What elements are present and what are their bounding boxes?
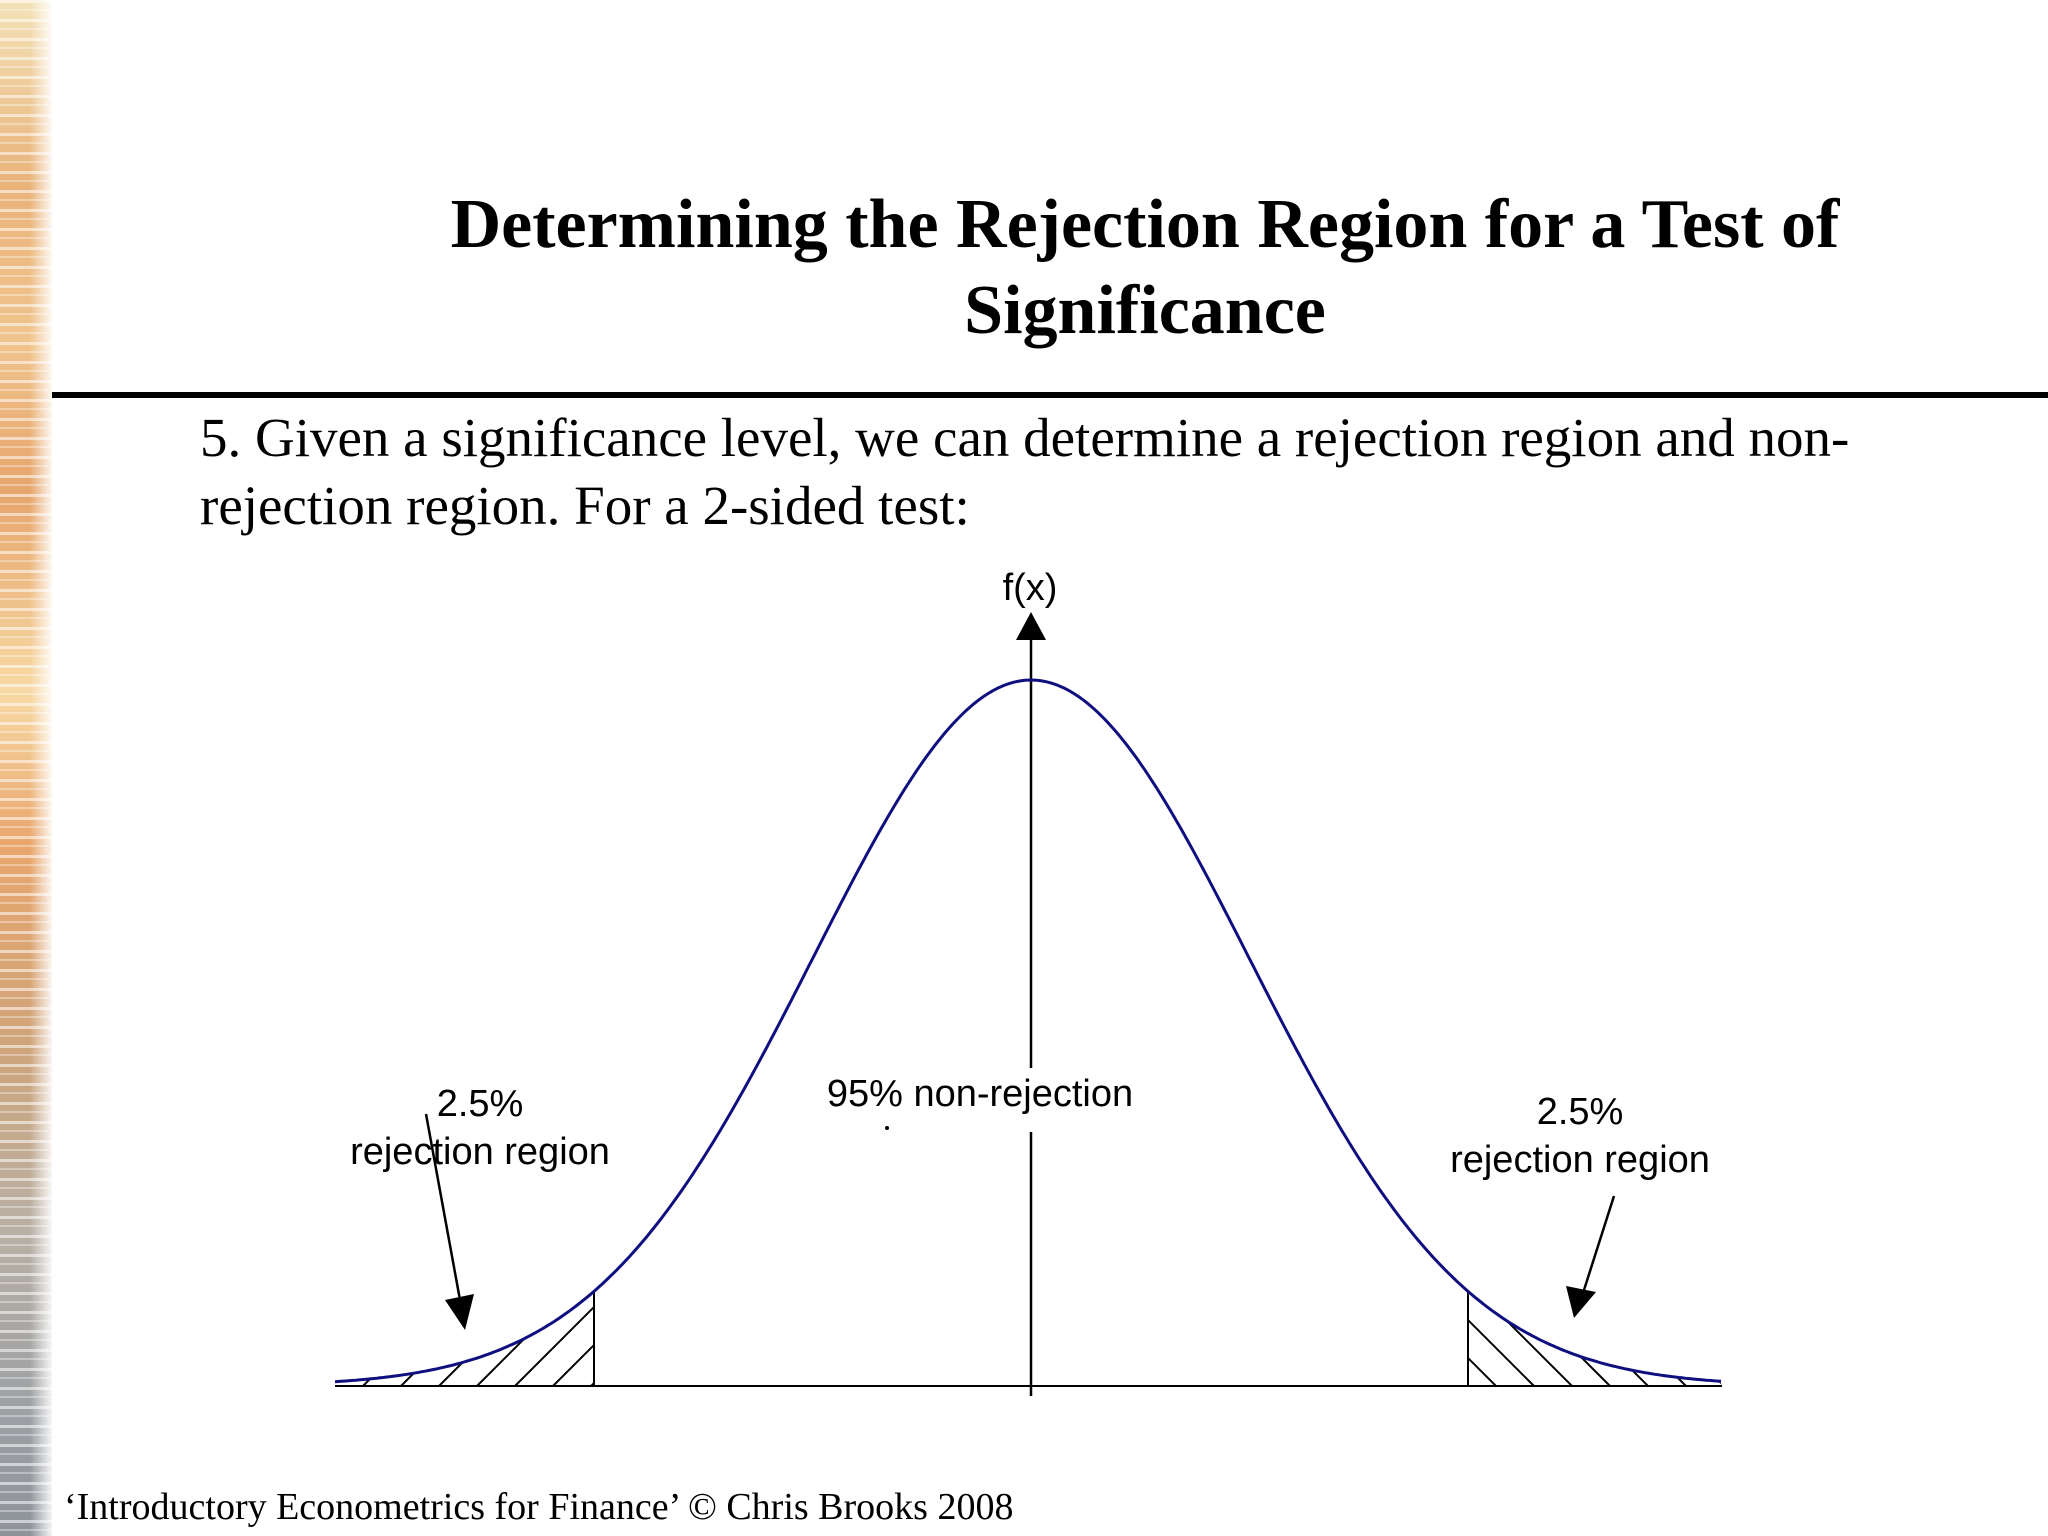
hatch-line	[1766, 1086, 2048, 1386]
hatch-line	[781, 1086, 1081, 1386]
right-pointer-arrowhead	[1566, 1286, 1596, 1318]
left-pointer-arrow-shaft	[424, 1113, 462, 1301]
y-axis-label: f(x)	[1002, 567, 1058, 609]
hatch-line	[667, 1086, 967, 1386]
right-rejection-label: 2.5% rejection region	[1430, 1088, 1730, 1184]
hatch-line	[514, 1291, 594, 1386]
hatch-line	[1006, 1086, 1306, 1386]
right-rejection-text: rejection region	[1450, 1139, 1710, 1181]
hatch-line	[1082, 1086, 1382, 1386]
hatch-line	[705, 1086, 1005, 1386]
right-pointer-arrow-shaft	[1582, 1195, 1616, 1291]
slide-footer: ‘Introductory Econometrics for Finance’ …	[64, 1486, 1014, 1528]
left-rejection-percent: 2.5%	[436, 1083, 524, 1125]
left-rejection-label: 2.5% rejection region	[330, 1080, 630, 1176]
left-rejection-hatching	[335, 1086, 1233, 1386]
hatch-line	[1689, 1291, 1722, 1386]
slide-title: Determining the Rejection Region for a T…	[330, 182, 1960, 354]
hatch-line	[933, 1086, 1233, 1386]
y-axis-arrowhead	[1016, 612, 1046, 640]
stray-dot	[885, 1126, 889, 1130]
hatch-line	[1044, 1086, 1344, 1386]
slide-title-line1: Determining the Rejection Region for a T…	[450, 186, 1840, 263]
hatch-line	[1120, 1086, 1420, 1386]
hatch-line	[819, 1086, 1119, 1386]
slide-body-text: 5. Given a significance level, we can de…	[200, 404, 1960, 540]
hatch-line	[629, 1086, 929, 1386]
hatch-line	[1468, 1291, 1573, 1386]
hatch-line	[1468, 1291, 1535, 1386]
hatch-line	[857, 1086, 1157, 1386]
left-pointer-arrowhead	[445, 1294, 474, 1330]
left-rejection-text: rejection region	[350, 1131, 610, 1173]
bell-curve	[334, 678, 1722, 1384]
right-rejection-percent: 2.5%	[1536, 1091, 1624, 1133]
decorative-side-strip	[0, 0, 52, 1536]
hatch-line	[895, 1086, 1195, 1386]
title-divider	[52, 392, 2048, 398]
slide-title-line2: Significance	[964, 272, 1326, 349]
non-rejection-label: 95% non-rejection	[826, 1073, 1134, 1115]
hatch-line	[1728, 1086, 2028, 1386]
body-line2: rejection region. For a 2-sided test:	[200, 475, 970, 536]
body-line1: 5. Given a significance level, we can de…	[200, 407, 1850, 468]
hatch-line	[743, 1086, 1043, 1386]
hatch-line	[968, 1086, 1268, 1386]
hatch-line	[590, 1291, 594, 1386]
